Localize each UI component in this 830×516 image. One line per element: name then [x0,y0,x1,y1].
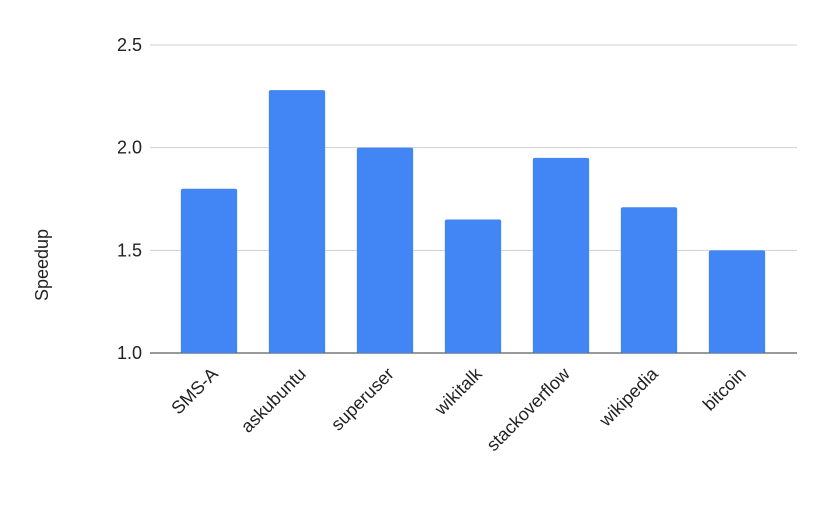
bar [268,90,326,353]
x-tick-label: askubuntu [237,364,310,437]
x-tick-label: wikitalk [430,363,487,420]
x-tick-label: stackoverflow [483,363,575,455]
bar [532,157,590,353]
bar [708,250,766,353]
x-tick-label: SMS-A [167,364,221,418]
x-tick-label: bitcoin [699,364,750,415]
y-axis-label: Speedup [32,229,52,301]
x-tick-label: wikipedia [595,363,663,431]
bar [444,219,502,353]
bar [180,188,238,353]
x-tick-label: superuser [327,364,398,435]
y-tick-label: 2.0 [117,138,142,158]
y-tick-label: 2.5 [117,35,142,55]
y-tick-label: 1.0 [117,343,142,363]
bar [356,147,414,353]
y-tick-label: 1.5 [117,240,142,260]
bar [620,207,678,353]
